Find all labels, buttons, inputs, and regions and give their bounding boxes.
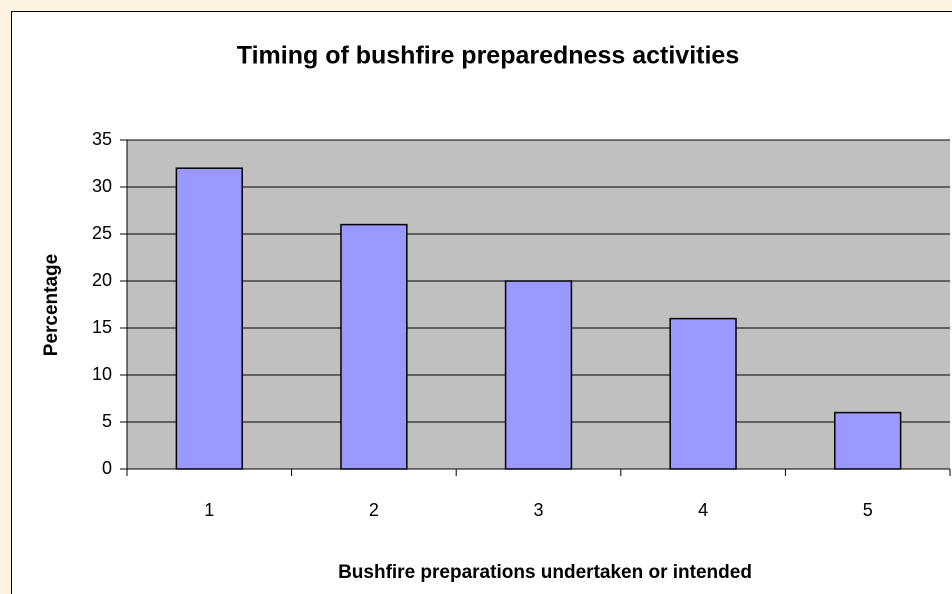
x-tick-label: 2 — [369, 500, 379, 520]
y-tick-label: 0 — [102, 458, 112, 478]
x-tick-label: 5 — [863, 500, 873, 520]
y-tick-label: 35 — [92, 129, 112, 149]
x-tick-label: 4 — [698, 500, 708, 520]
y-tick-label: 10 — [92, 364, 112, 384]
bar — [504, 280, 573, 470]
x-axis-label: Bushfire preparations undertaken or inte… — [338, 562, 752, 583]
bar — [669, 317, 737, 470]
y-tick-label: 25 — [92, 223, 112, 243]
bar — [340, 223, 408, 470]
x-tick-label: 1 — [204, 500, 214, 520]
y-axis-label: Percentage — [41, 254, 62, 356]
y-tick-label: 30 — [92, 176, 112, 196]
chart-title: Timing of bushfire preparedness activiti… — [237, 42, 739, 70]
x-tick-label: 3 — [533, 500, 543, 520]
bar — [834, 411, 902, 470]
bar — [175, 167, 243, 470]
y-tick-label: 5 — [102, 411, 112, 431]
y-tick-label: 20 — [92, 270, 112, 290]
y-tick-label: 15 — [92, 317, 112, 337]
